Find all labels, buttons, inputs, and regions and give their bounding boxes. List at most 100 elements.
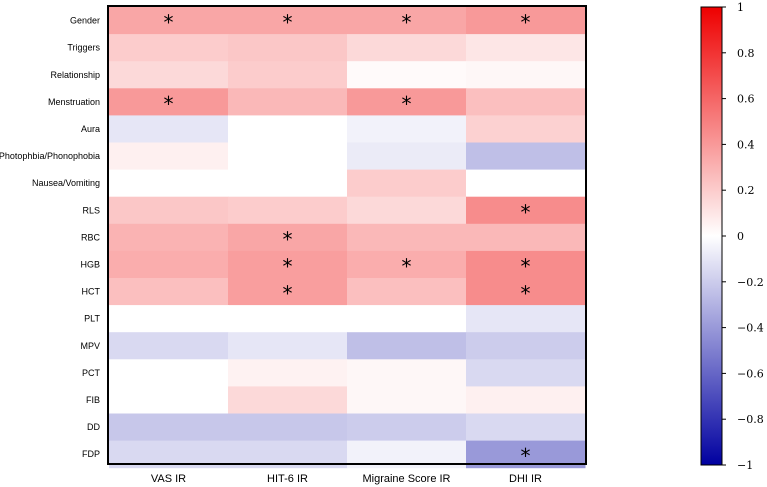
- column-label: DHI IR: [509, 473, 542, 485]
- heatmap-cell: [228, 88, 348, 116]
- heatmap-cell: [466, 61, 586, 89]
- heatmap-cell: [347, 169, 467, 198]
- row-label: Triggers: [67, 43, 100, 53]
- colorbar-tick-label: 1: [737, 1, 744, 14]
- significance-marker: *: [283, 254, 293, 278]
- heatmap-cell: [466, 278, 586, 306]
- heatmap-cell: [228, 413, 348, 442]
- significance-marker: *: [521, 282, 531, 306]
- heatmap-cell: [466, 359, 586, 387]
- heatmap-cells: [109, 7, 586, 469]
- row-label: RLS: [82, 205, 100, 215]
- heatmap-cell: [109, 332, 229, 360]
- heatmap-cell: [347, 305, 467, 333]
- heatmap-cell: [228, 332, 348, 360]
- significance-markers: * * * * * * * * * * * * * *: [164, 11, 531, 469]
- heatmap-cell: [347, 7, 467, 35]
- heatmap-cell: [347, 142, 467, 171]
- heatmap-cell: [109, 278, 229, 306]
- colorbar-tick-label: 0.4: [737, 138, 755, 151]
- heatmap-cell: [466, 142, 586, 171]
- colorbar-tick-label: 0.8: [737, 47, 755, 60]
- heatmap-cell: [228, 359, 348, 387]
- heatmap-cell: [228, 169, 348, 198]
- heatmap-frame: [107, 5, 587, 465]
- significance-marker: *: [164, 92, 174, 116]
- heatmap-cell: [466, 332, 586, 360]
- row-label: PLT: [84, 314, 100, 324]
- heatmap-cell: [466, 169, 586, 198]
- heatmap-cell: [466, 250, 586, 279]
- heatmap-cell: [347, 61, 467, 89]
- heatmap-cell: [109, 359, 229, 387]
- heatmap-cell: [228, 196, 348, 225]
- significance-marker: *: [521, 200, 531, 224]
- row-label: Nausea/Vomiting: [32, 178, 100, 188]
- heatmap-cell: [466, 88, 586, 116]
- heatmap-cell: [466, 115, 586, 143]
- heatmap-cell: [228, 142, 348, 171]
- heatmap-cell: [228, 386, 348, 414]
- heatmap-cell: [466, 305, 586, 333]
- row-label: FIB: [86, 395, 100, 405]
- significance-marker: *: [164, 11, 174, 35]
- heatmap-cell: [466, 34, 586, 62]
- significance-marker: *: [521, 11, 531, 35]
- significance-marker: *: [283, 11, 293, 35]
- heatmap-cell: [109, 115, 229, 143]
- heatmap-cell: [347, 115, 467, 143]
- heatmap-cell: [109, 223, 229, 252]
- heatmap-cell: [228, 223, 348, 252]
- heatmap-cell: [347, 332, 467, 360]
- colorbar-tick-label: −0.4: [737, 322, 764, 335]
- heatmap-cell: [466, 196, 586, 225]
- heatmap-cell: [109, 305, 229, 333]
- row-label: RBC: [81, 232, 101, 242]
- colorbar-tick-label: −0.6: [737, 367, 764, 380]
- heatmap-cell: [109, 88, 229, 116]
- significance-marker: *: [402, 254, 412, 278]
- heatmap-cell: [228, 61, 348, 89]
- heatmap-cell: [347, 413, 467, 442]
- heatmap-cell: [109, 34, 229, 62]
- heatmap-cell: [109, 169, 229, 198]
- heatmap-cell: [109, 413, 229, 442]
- heatmap-cell: [109, 61, 229, 89]
- row-label: DD: [87, 422, 100, 432]
- heatmap-cell: [347, 278, 467, 306]
- significance-marker: *: [402, 92, 412, 116]
- column-label: Migraine Score IR: [362, 473, 450, 485]
- row-label: PCT: [82, 368, 101, 378]
- heatmap-cell: [109, 386, 229, 414]
- heatmap-cell: [347, 223, 467, 252]
- row-label: Relationship: [50, 70, 100, 80]
- heatmap-cell: [347, 196, 467, 225]
- heatmap-cell: [347, 386, 467, 414]
- row-label: HGB: [80, 259, 100, 269]
- heatmap-cell: [228, 278, 348, 306]
- heatmap-cell: [228, 305, 348, 333]
- colorbar-tick-label: −1: [737, 459, 753, 472]
- heatmap-cell: [466, 223, 586, 252]
- row-label: Photophbia/Phonophobia: [0, 151, 100, 161]
- heatmap-cell: [109, 196, 229, 225]
- colorbar: [700, 6, 723, 466]
- column-label: HIT-6 IR: [267, 473, 308, 485]
- row-label: MPV: [80, 341, 100, 351]
- colorbar-tick-label: 0.2: [737, 184, 755, 197]
- heatmap-cell: [466, 386, 586, 414]
- heatmap-cell: [347, 250, 467, 279]
- significance-marker: *: [283, 227, 293, 251]
- colorbar-tick-label: 0.6: [737, 93, 755, 106]
- heatmap-cell: [466, 7, 586, 35]
- heatmap-cell: [109, 250, 229, 279]
- row-labels: Gender Triggers Relationship Menstruation Au…: [0, 16, 101, 460]
- heatmap-cell: [109, 142, 229, 171]
- row-label: Aura: [81, 124, 100, 134]
- colorbar-tick-label: −0.2: [737, 276, 764, 289]
- significance-marker: *: [402, 11, 412, 35]
- heatmap-cell: [109, 7, 229, 35]
- heatmap-cell: [347, 359, 467, 387]
- row-label: HCT: [82, 287, 101, 297]
